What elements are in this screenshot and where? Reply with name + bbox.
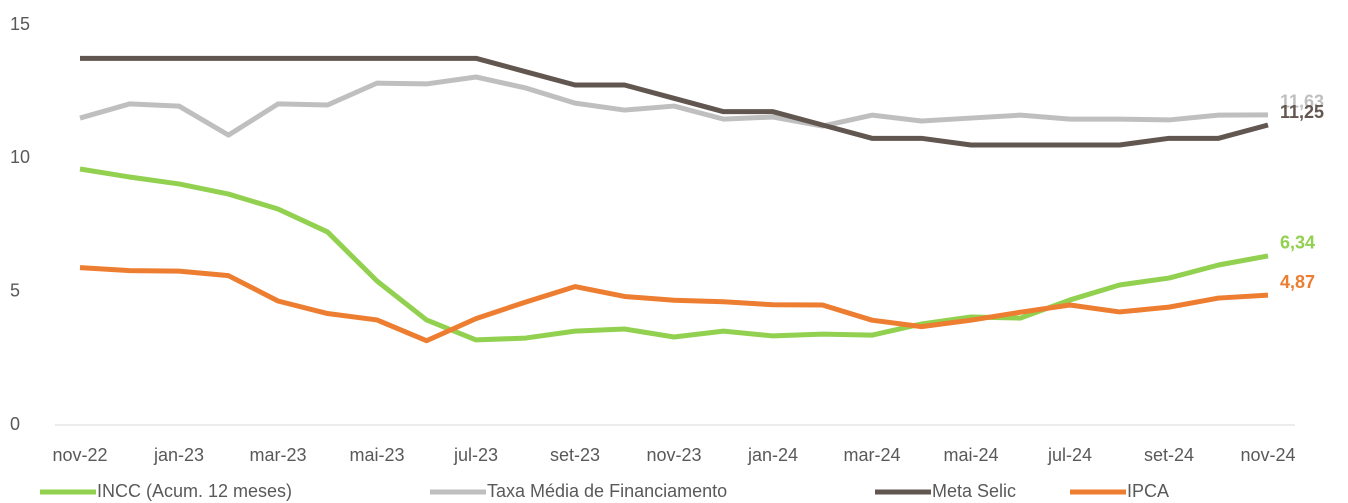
x-tick-label: set-24 <box>1144 445 1194 465</box>
x-tick-label: mar-23 <box>249 445 306 465</box>
value-label: 11,25 <box>1280 102 1324 122</box>
x-tick-label: nov-23 <box>646 445 701 465</box>
series-line <box>79 74 1269 138</box>
y-tick-label: 10 <box>10 147 30 167</box>
legend-label: IPCA <box>1127 481 1169 501</box>
x-tick-label: jan-23 <box>153 445 204 465</box>
x-tick-label: jan-24 <box>747 445 798 465</box>
legend-label: Taxa Média de Financiamento <box>487 481 727 501</box>
value-label: 4,87 <box>1280 272 1315 292</box>
x-tick-label: mai-24 <box>943 445 998 465</box>
x-tick-label: set-23 <box>550 445 600 465</box>
value-label: 6,34 <box>1280 233 1315 253</box>
y-tick-label: 5 <box>10 280 20 300</box>
x-tick-label: jul-23 <box>453 445 498 465</box>
value-label: 11,63 <box>1280 92 1324 112</box>
x-tick-label: jul-24 <box>1047 445 1092 465</box>
series-line <box>79 166 1269 343</box>
series-line <box>79 265 1269 344</box>
series-line <box>80 55 1269 148</box>
legend-label: INCC (Acum. 12 meses) <box>97 481 292 501</box>
x-tick-label: nov-22 <box>52 445 107 465</box>
x-tick-label: nov-24 <box>1240 445 1295 465</box>
legend-label: Meta Selic <box>932 481 1016 501</box>
x-tick-label: mar-24 <box>843 445 900 465</box>
y-tick-label: 15 <box>10 14 30 34</box>
x-tick-label: mai-23 <box>349 445 404 465</box>
y-tick-label: 0 <box>10 414 20 434</box>
